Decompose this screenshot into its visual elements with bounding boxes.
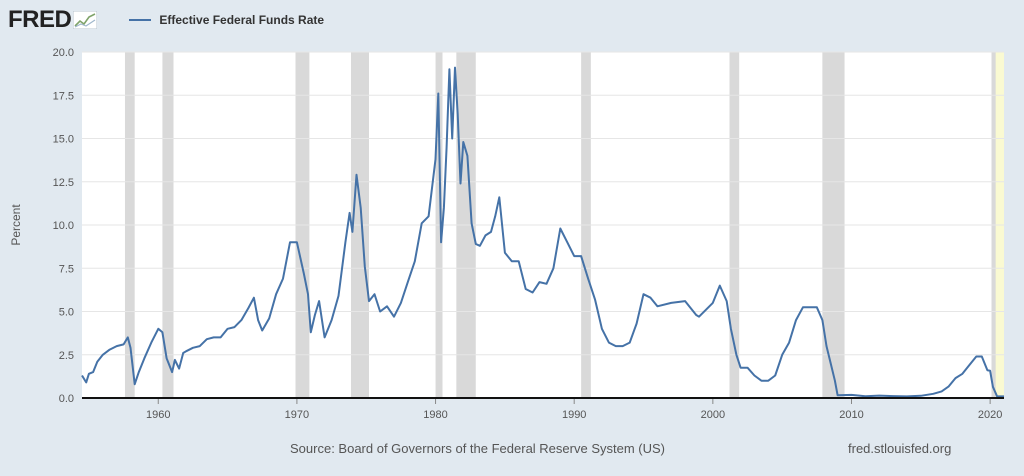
y-tick-label: 0.0 [59,393,74,405]
grid-layer [82,51,1004,356]
y-tick-label: 7.5 [59,263,74,275]
x-tick-label: 1990 [562,409,586,421]
y-tick-label: 10.0 [53,220,74,232]
legend-swatch [129,19,152,21]
fred-logo-text: FRED [8,6,72,33]
source-note: Source: Board of Governors of the Federa… [290,441,665,456]
y-tick-label: 15.0 [53,134,74,146]
y-tick-label: 12.5 [53,177,74,189]
fred-logo[interactable]: FRED [8,6,98,34]
legend: Effective Federal Funds Rate [129,13,324,27]
x-tick-label: 1970 [285,409,309,421]
line-chart-icon [73,11,98,29]
y-tick-label: 20.0 [53,47,74,59]
x-tick-label: 2010 [839,409,863,421]
y-axis-label: Percent [9,204,23,246]
y-tick-label: 17.5 [53,90,74,102]
legend-series-label[interactable]: Effective Federal Funds Rate [159,13,325,27]
x-tick-label: 1960 [146,409,170,421]
x-tick-label: 1980 [423,409,447,421]
x-tick-label: 2000 [701,409,725,421]
x-tick-label: 2020 [978,409,1002,421]
fred-url-link[interactable]: fred.stlouisfed.org [848,441,952,456]
series-layer [81,66,1004,398]
series-line[interactable] [81,66,1004,398]
chart-header: FRED Effective Federal Funds Rate [8,4,324,36]
y-tick-label: 5.0 [59,307,74,319]
y-tick-label: 2.5 [59,350,74,362]
axis-layer: 0.0 2.5 5.0 7.5 10.0 12.5 15.0 17.5 20.0 1960 1970… [53,47,1004,421]
